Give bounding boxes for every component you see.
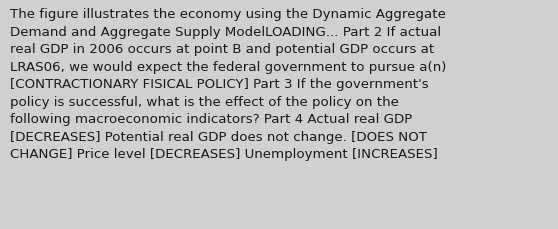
Text: The figure illustrates the economy using the Dynamic Aggregate
Demand and Aggreg: The figure illustrates the economy using… bbox=[10, 8, 446, 160]
